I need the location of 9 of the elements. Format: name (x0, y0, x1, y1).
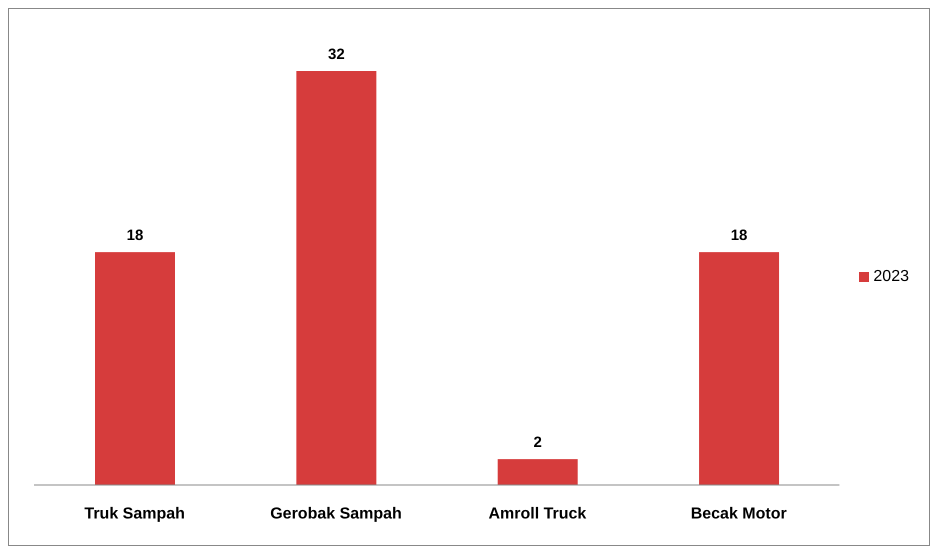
data-label: 18 (730, 227, 748, 244)
x-tick-label: Gerobak Sampah (270, 505, 402, 522)
data-label: 2 (534, 434, 542, 452)
data-label: 32 (328, 46, 345, 63)
x-tick-label: Becak Motor (690, 505, 787, 522)
x-tick-label: Amroll Truck (488, 505, 586, 522)
data-label: 18 (126, 227, 144, 244)
x-tick-label: Truk Sampah (84, 505, 185, 522)
legend-label: 2023 (873, 268, 909, 285)
